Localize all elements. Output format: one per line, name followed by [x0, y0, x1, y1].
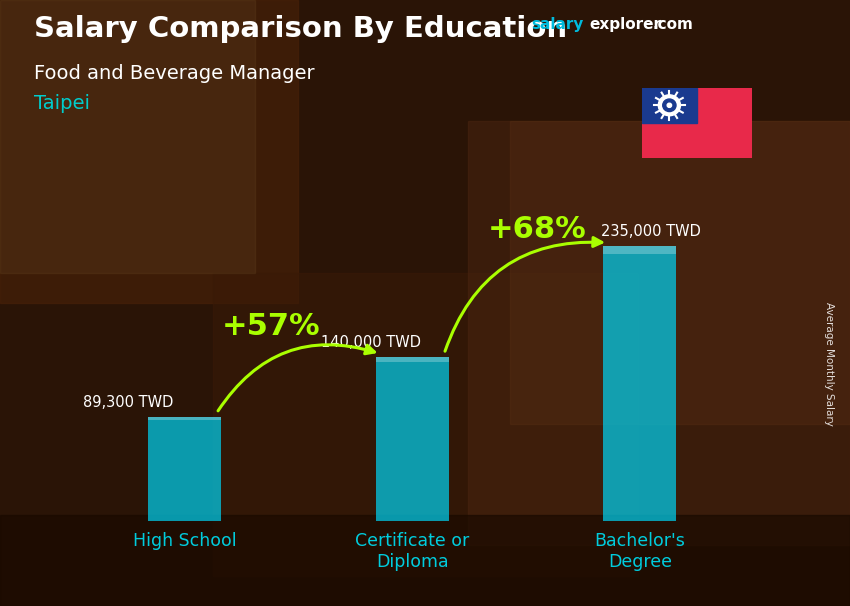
- Bar: [604, 246, 677, 255]
- Text: Taipei: Taipei: [34, 94, 90, 113]
- Bar: [376, 358, 449, 521]
- Bar: [604, 246, 677, 521]
- Text: Average Monthly Salary: Average Monthly Salary: [824, 302, 834, 425]
- Bar: [642, 88, 697, 122]
- Text: +68%: +68%: [488, 215, 586, 244]
- Bar: [212, 273, 638, 576]
- Bar: [148, 417, 221, 420]
- Circle shape: [658, 95, 680, 116]
- Text: Food and Beverage Manager: Food and Beverage Manager: [34, 64, 314, 82]
- Bar: [468, 121, 850, 545]
- Text: 89,300 TWD: 89,300 TWD: [82, 395, 173, 410]
- Circle shape: [663, 99, 676, 112]
- Bar: [148, 417, 221, 521]
- Bar: [0, 0, 255, 273]
- Text: Salary Comparison By Education: Salary Comparison By Education: [34, 15, 567, 43]
- Bar: [510, 121, 850, 424]
- Text: .com: .com: [653, 17, 694, 32]
- Text: 140,000 TWD: 140,000 TWD: [321, 335, 422, 350]
- Bar: [0, 515, 850, 606]
- Text: +57%: +57%: [222, 311, 320, 341]
- Bar: [376, 358, 449, 362]
- Text: salary: salary: [531, 17, 584, 32]
- Text: explorer: explorer: [589, 17, 661, 32]
- Circle shape: [667, 103, 672, 107]
- Bar: [0, 0, 298, 303]
- Text: 235,000 TWD: 235,000 TWD: [601, 224, 701, 239]
